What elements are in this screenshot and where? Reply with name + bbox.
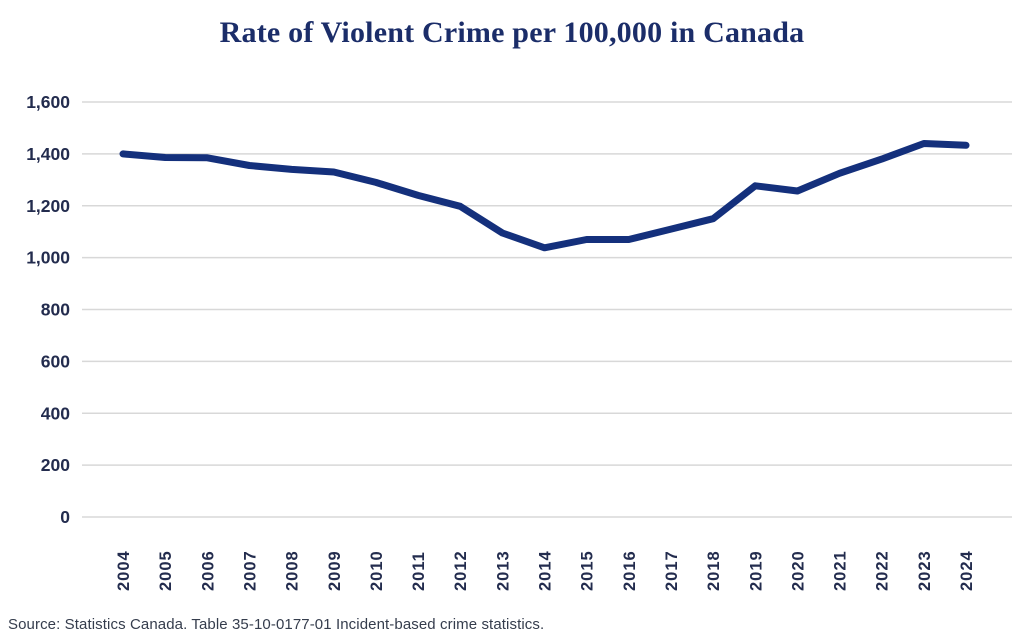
data-line-violent-crime-rate — [119, 140, 970, 252]
x-tick-label: 2018 — [705, 550, 723, 591]
y-tick-label: 600 — [41, 351, 70, 371]
x-tick-label: 2019 — [747, 550, 765, 591]
gridlines — [82, 101, 1012, 518]
y-tick-label: 800 — [41, 300, 70, 320]
x-tick-label: 2024 — [958, 550, 976, 591]
x-tick-label: 2015 — [579, 550, 597, 591]
y-axis-labels: 0 200 400 600 800 1,000 1,200 1,400 1,600 — [26, 92, 70, 527]
y-tick-label: 200 — [41, 455, 70, 475]
x-tick-label: 2022 — [874, 550, 892, 591]
x-tick-label: 2010 — [368, 550, 386, 591]
x-tick-label: 2020 — [789, 550, 807, 591]
x-tick-label: 2009 — [326, 550, 344, 591]
chart-title: Rate of Violent Crime per 100,000 in Can… — [219, 16, 805, 49]
x-tick-label: 2016 — [621, 550, 639, 591]
x-tick-label: 2004 — [115, 550, 133, 591]
x-tick-label: 2021 — [832, 550, 850, 591]
x-axis-labels: 2004 2005 2006 2007 2008 2009 2010 2011 2012 2013… — [115, 550, 976, 591]
x-tick-label: 2006 — [199, 550, 217, 591]
y-tick-label: 1,200 — [26, 196, 70, 216]
y-tick-label: 400 — [41, 403, 70, 423]
x-tick-label: 2011 — [410, 551, 428, 591]
x-tick-label: 2012 — [452, 550, 470, 591]
y-tick-label: 1,000 — [26, 248, 70, 268]
x-tick-label: 2005 — [157, 550, 175, 591]
x-tick-label: 2014 — [537, 550, 555, 591]
source-note: Source: Statistics Canada. Table 35-10-0… — [8, 616, 545, 633]
x-tick-label: 2017 — [663, 550, 681, 591]
x-tick-label: 2008 — [284, 550, 302, 591]
x-tick-label: 2007 — [241, 550, 259, 591]
x-tick-label: 2013 — [494, 550, 512, 591]
y-tick-label: 1,600 — [26, 92, 70, 112]
y-tick-label: 0 — [60, 507, 70, 527]
y-tick-label: 1,400 — [26, 144, 70, 164]
x-tick-label: 2023 — [916, 550, 934, 591]
